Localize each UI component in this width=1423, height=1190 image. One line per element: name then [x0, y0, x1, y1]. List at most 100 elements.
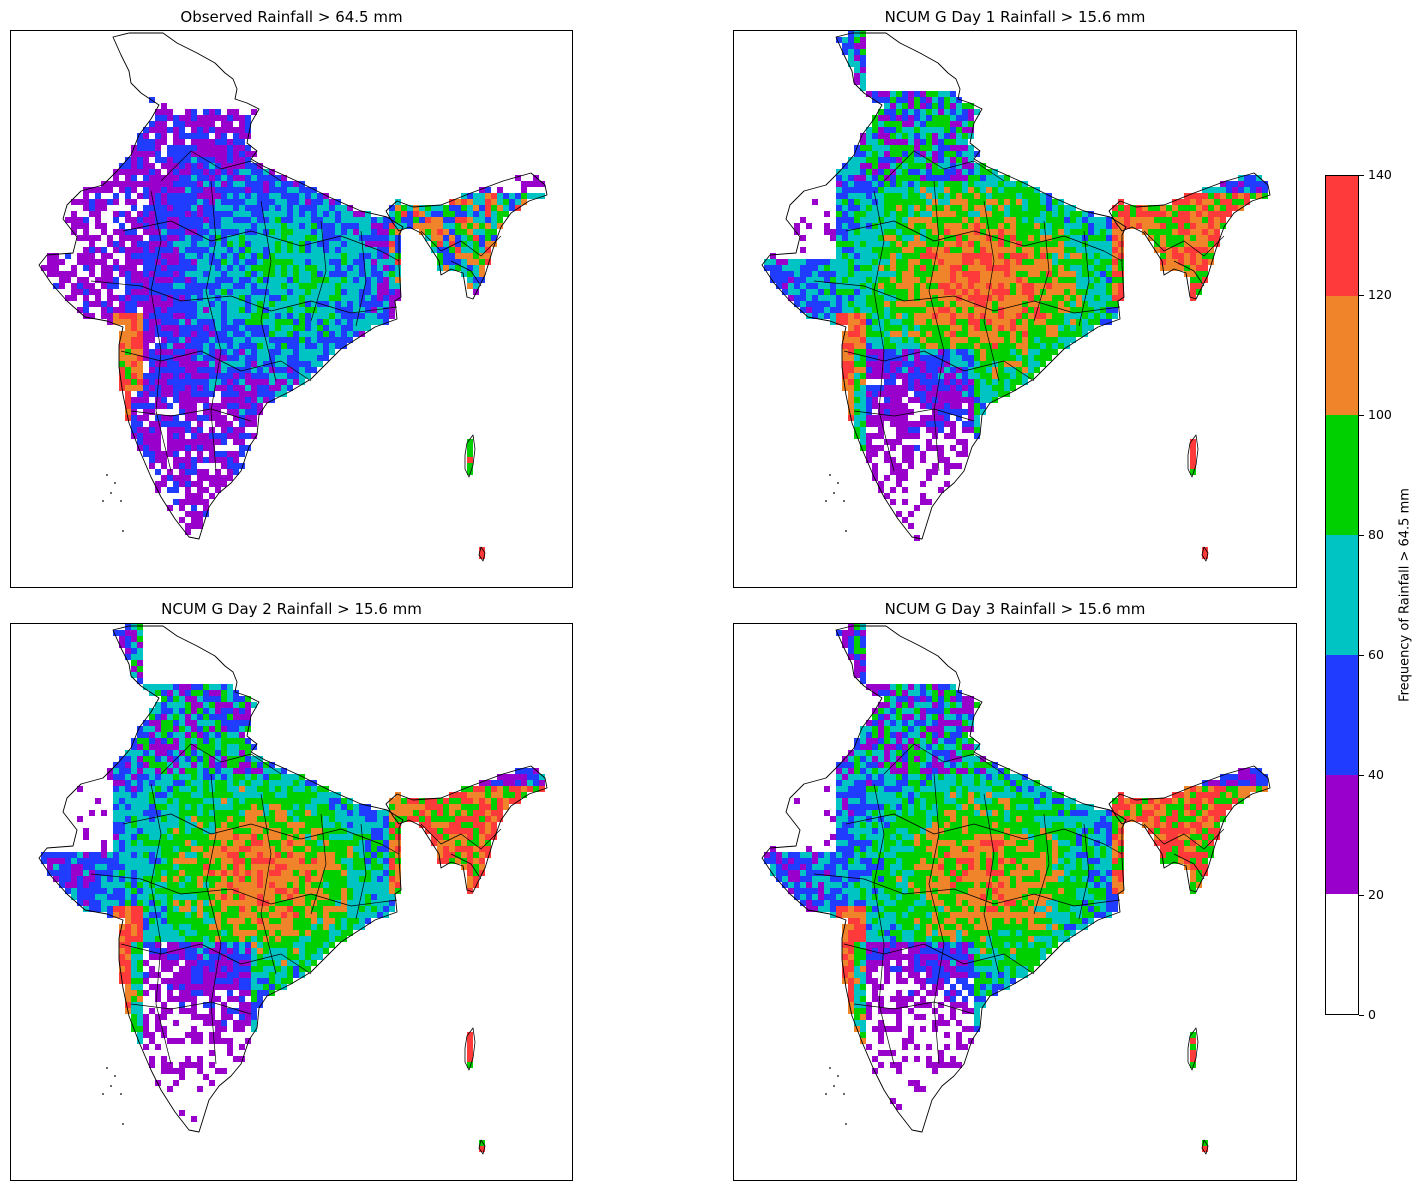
colorbar-tick-label: 120: [1368, 287, 1392, 302]
colorbar-segment: [1326, 654, 1358, 775]
state-boundary: [928, 180, 945, 472]
state-boundary: [883, 743, 1005, 775]
country-boundary: [38, 32, 404, 540]
state-boundary: [450, 853, 482, 880]
island-dot: [833, 492, 835, 494]
colorbar-tick: [1359, 1014, 1364, 1016]
northeast-boundary: [1108, 765, 1271, 893]
map-panel-day1: [733, 30, 1297, 588]
colorbar-label: Frequency of Rainfall > 64.5 mm: [1397, 488, 1413, 702]
colorbar-segment: [1326, 535, 1358, 655]
state-boundary: [205, 773, 222, 1065]
island-dot: [102, 1093, 104, 1095]
andaman-islands-outline: [1187, 1027, 1199, 1071]
colorbar: [1325, 175, 1359, 1015]
colorbar-segment: [1326, 176, 1358, 296]
state-boundary: [260, 200, 277, 382]
state-boundary: [1173, 853, 1205, 880]
colorbar-tick: [1359, 534, 1364, 536]
state-boundary: [1078, 230, 1090, 327]
colorbar-segment: [1326, 295, 1358, 416]
colorbar-tick: [1359, 294, 1364, 296]
country-boundary: [761, 32, 1127, 540]
island-dot: [120, 1093, 122, 1095]
colorbar-tick-label: 100: [1368, 407, 1392, 422]
state-boundary: [1033, 813, 1050, 915]
state-boundary: [1143, 230, 1225, 257]
rainfall-grid: [41, 624, 545, 1152]
state-boundary: [420, 823, 502, 850]
state-boundary: [813, 873, 1121, 907]
island-dot: [825, 1093, 827, 1095]
nicobar-islands-outline: [478, 546, 486, 562]
state-boundary: [120, 350, 312, 382]
island-dot: [845, 530, 847, 532]
island-dot: [110, 1085, 112, 1087]
country-boundary: [38, 625, 404, 1133]
state-boundary: [813, 280, 1121, 314]
state-boundary: [845, 813, 1123, 855]
state-boundary: [853, 408, 975, 422]
map-panel-day2: [10, 623, 573, 1181]
colorbar-tick-label: 40: [1368, 767, 1384, 782]
state-boundary: [1078, 823, 1090, 920]
colorbar-tick: [1359, 174, 1364, 176]
island-dot: [829, 474, 831, 476]
state-boundary: [1033, 220, 1050, 322]
island-dot: [102, 500, 104, 502]
state-boundary: [150, 783, 172, 1065]
state-boundary: [90, 873, 398, 907]
colorbar-segment: [1326, 894, 1358, 1014]
state-boundary: [130, 408, 252, 422]
state-boundary: [122, 220, 400, 262]
panel-title-day3: NCUM G Day 3 Rainfall > 15.6 mm: [884, 600, 1146, 618]
andaman-islands-outline: [464, 1027, 476, 1071]
state-boundary: [355, 230, 367, 327]
island-dot: [122, 530, 124, 532]
rainfall-grid: [41, 97, 545, 559]
state-boundary: [928, 773, 945, 1065]
rainfall-frequency-map: [38, 32, 548, 562]
island-dot: [122, 1123, 124, 1125]
state-boundary: [160, 743, 282, 775]
state-boundary: [983, 200, 1000, 382]
island-dot: [833, 1085, 835, 1087]
state-boundary: [150, 190, 172, 472]
colorbar-segment: [1326, 774, 1358, 895]
state-boundary: [983, 793, 1000, 975]
state-boundary: [843, 350, 1035, 382]
rainfall-grid: [764, 31, 1268, 559]
state-boundary: [845, 220, 1123, 262]
state-boundary: [883, 150, 1005, 182]
state-boundary: [355, 823, 367, 920]
island-dot: [106, 474, 108, 476]
colorbar-tick: [1359, 894, 1364, 896]
state-boundary: [130, 1001, 252, 1015]
map-panel-observed: [10, 30, 573, 588]
colorbar-tick-label: 140: [1368, 167, 1392, 182]
northeast-boundary: [1108, 172, 1271, 300]
colorbar-tick-label: 0: [1368, 1007, 1376, 1022]
state-boundary: [260, 793, 277, 975]
nicobar-islands-outline: [1201, 546, 1209, 562]
map-panel-day3: [733, 623, 1297, 1181]
state-boundary: [120, 943, 312, 975]
rainfall-frequency-map: [38, 624, 548, 1155]
nicobar-islands-outline: [1201, 1139, 1209, 1155]
colorbar-tick-label: 80: [1368, 527, 1384, 542]
state-boundary: [420, 230, 502, 257]
island-dot: [843, 1093, 845, 1095]
andaman-islands-outline: [1187, 434, 1199, 478]
state-boundary: [310, 813, 327, 915]
island-dot: [114, 1075, 116, 1077]
colorbar-tick: [1359, 414, 1364, 416]
state-boundary: [205, 180, 222, 472]
state-boundary: [1143, 823, 1225, 850]
state-boundary: [90, 280, 398, 314]
nicobar-islands-outline: [478, 1139, 486, 1155]
andaman-islands-outline: [464, 434, 476, 478]
state-boundary: [843, 943, 1035, 975]
island-dot: [110, 492, 112, 494]
panel-title-day2: NCUM G Day 2 Rainfall > 15.6 mm: [161, 600, 422, 618]
island-dot: [837, 482, 839, 484]
